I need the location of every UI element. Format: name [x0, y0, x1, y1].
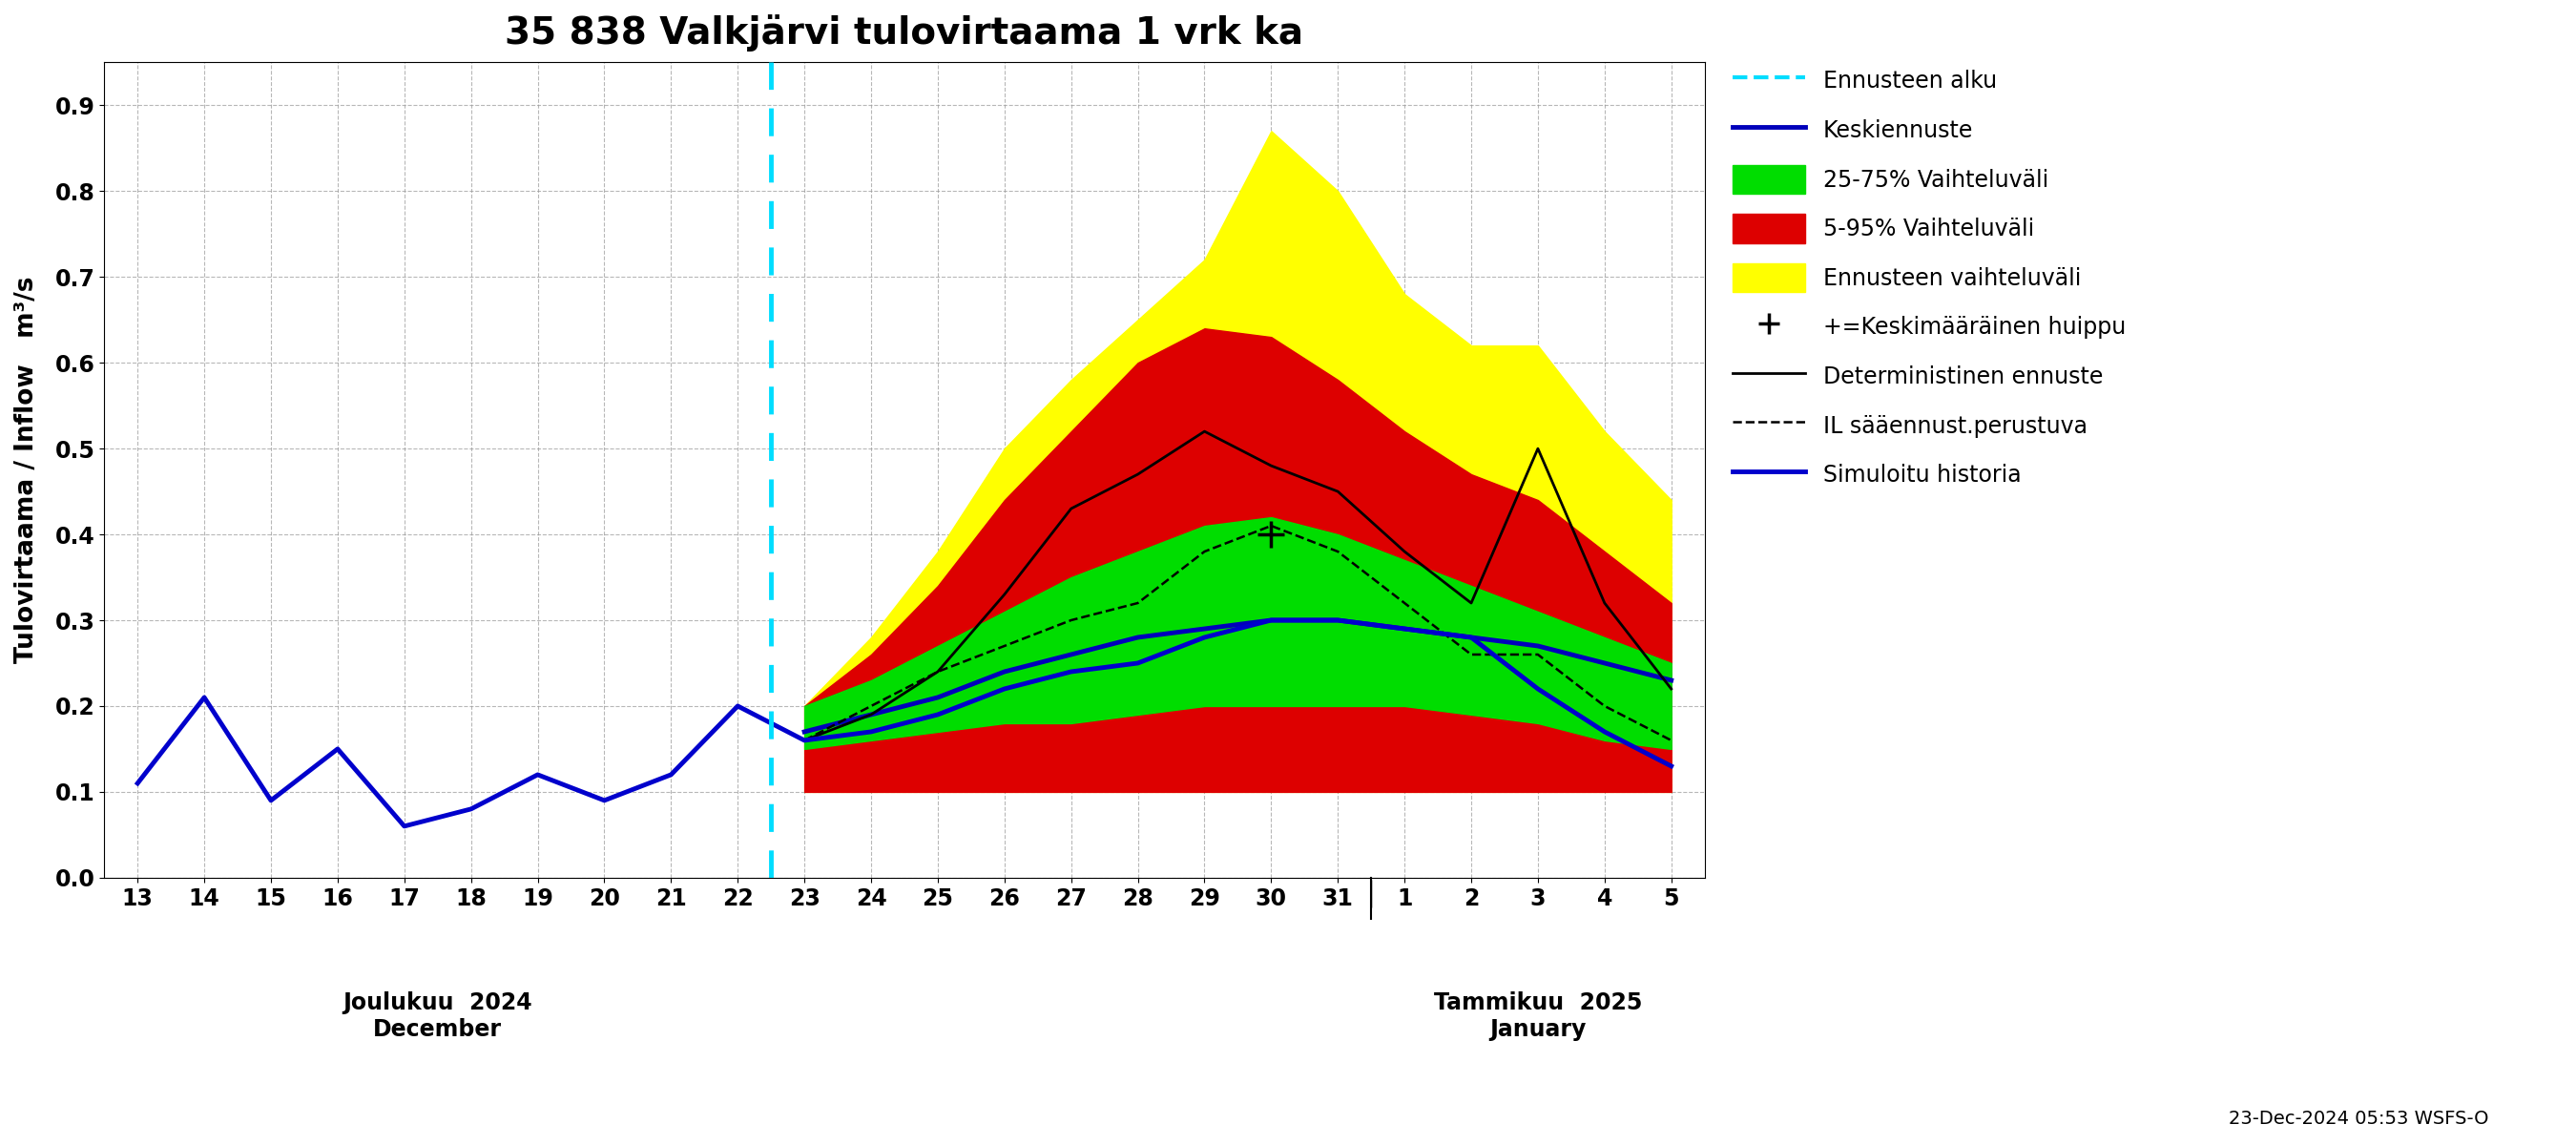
Legend: Ennusteen alku, Keskiennuste, 25-75% Vaihteluväli, 5-95% Vaihteluväli, Ennusteen: Ennusteen alku, Keskiennuste, 25-75% Vai… [1723, 57, 2136, 498]
Y-axis label: Tulovirtaama / Inflow   m³/s: Tulovirtaama / Inflow m³/s [15, 277, 39, 663]
Text: Tammikuu  2025
January: Tammikuu 2025 January [1435, 992, 1641, 1041]
Title: 35 838 Valkjärvi tulovirtaama 1 vrk ka: 35 838 Valkjärvi tulovirtaama 1 vrk ka [505, 14, 1303, 52]
Text: 23-Dec-2024 05:53 WSFS-O: 23-Dec-2024 05:53 WSFS-O [2228, 1110, 2488, 1128]
Text: Joulukuu  2024
December: Joulukuu 2024 December [343, 992, 533, 1041]
